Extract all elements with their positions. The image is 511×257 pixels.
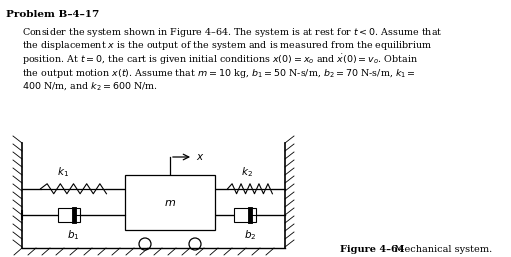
Text: Figure 4–64: Figure 4–64 [340, 245, 405, 254]
Text: $m$: $m$ [164, 197, 176, 207]
Text: $b_2$: $b_2$ [244, 228, 256, 242]
Bar [58, 208, 80, 222]
Text: $k_2$: $k_2$ [241, 165, 252, 179]
Text: $k_1$: $k_1$ [57, 165, 69, 179]
Bar [125, 175, 215, 230]
Text: the output motion $x(t)$. Assume that $m = 10$ kg, $b_1 = 50$ N-s/m, $b_2 = 70$ : the output motion $x(t)$. Assume that $m… [22, 67, 416, 79]
Bar [234, 208, 256, 222]
Text: $400$ N/m, and $k_2 = 600$ N/m.: $400$ N/m, and $k_2 = 600$ N/m. [22, 80, 158, 92]
Text: Consider the system shown in Figure 4–64. The system is at rest for $t < 0$. Ass: Consider the system shown in Figure 4–64… [22, 26, 443, 39]
Text: Mechanical system.: Mechanical system. [385, 245, 492, 254]
Text: the displacement $x$ is the output of the system and is measured from the equili: the displacement $x$ is the output of th… [22, 40, 432, 52]
Text: $x$: $x$ [196, 152, 204, 162]
Text: $b_1$: $b_1$ [67, 228, 80, 242]
Text: Problem B–4–17: Problem B–4–17 [6, 10, 99, 19]
Text: position. At $t = 0$, the cart is given initial conditions $x(0) = x_o$ and $\do: position. At $t = 0$, the cart is given … [22, 53, 418, 67]
